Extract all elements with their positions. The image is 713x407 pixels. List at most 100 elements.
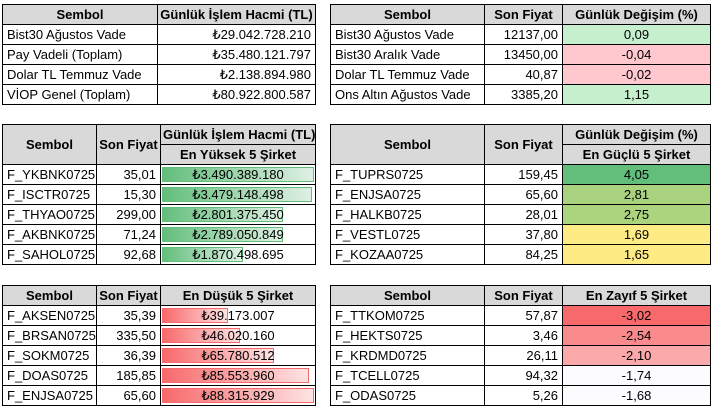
col-header-last-price: Son Fiyat xyxy=(484,124,563,165)
price-cell: 28,01 xyxy=(484,204,563,225)
volume-value: ₺39.173.007 xyxy=(201,308,275,323)
volume-value: ₺88.315.929 xyxy=(201,388,275,403)
symbol-cell: F_VESTL0725 xyxy=(330,224,485,245)
volume-value: ₺85.553.960 xyxy=(201,368,275,383)
symbol-cell: Ons Altın Ağustos Vade xyxy=(330,84,485,105)
price-cell: 26,11 xyxy=(484,345,563,366)
col-header-last-price: Son Fiyat xyxy=(484,285,563,306)
symbol-cell: Bist30 Aralık Vade xyxy=(330,44,485,65)
table-row: F_BRSAN0725 335,50 ₺46.020.160 xyxy=(2,325,316,346)
change-cell: -3,02 xyxy=(562,305,711,326)
volume-data-bar xyxy=(162,388,314,403)
table-row: Pay Vadeli (Toplam) ₺35.480.121.797 xyxy=(2,44,316,65)
symbol-cell: F_AKBNK0725 xyxy=(2,224,97,245)
volume-bar-cell: ₺2.801.375.450 xyxy=(160,204,316,225)
volume-bar-cell: ₺3.479.148.498 xyxy=(160,184,316,205)
symbol-cell: Dolar TL Temmuz Vade xyxy=(2,64,158,85)
symbol-cell: Bist30 Ağustos Vade xyxy=(330,24,485,45)
table-row: F_THYAO0725 299,00 ₺2.801.375.450 xyxy=(2,204,316,225)
change-cell: -1,74 xyxy=(562,365,711,386)
price-cell: 12137,00 xyxy=(484,24,563,45)
price-cell: 13450,00 xyxy=(484,44,563,65)
volume-data-bar xyxy=(162,167,314,182)
price-cell: 37,80 xyxy=(484,224,563,245)
volume-value: ₺65.780.512 xyxy=(201,348,275,363)
symbol-cell: F_HALKB0725 xyxy=(330,204,485,225)
volume-bar-cell: ₺39.173.007 xyxy=(160,305,316,326)
price-cell: 84,25 xyxy=(484,244,563,265)
volume-cell: ₺35.480.121.797 xyxy=(157,44,316,65)
table-row: F_ISCTR0725 15,30 ₺3.479.148.498 xyxy=(2,184,316,205)
change-cell: 1,69 xyxy=(562,224,711,245)
table-row: F_AKBNK0725 71,24 ₺2.789.050.849 xyxy=(2,224,316,245)
symbol-cell: F_THYAO0725 xyxy=(2,204,97,225)
col-header-symbol: Sembol xyxy=(2,4,158,25)
col-header-daily-change: Günlük Değişim (%) xyxy=(562,4,711,25)
col-header-symbol: Sembol xyxy=(330,285,485,306)
price-cell: 57,87 xyxy=(484,305,563,326)
volume-cell: ₺2.138.894.980 xyxy=(157,64,316,85)
table-row: Ons Altın Ağustos Vade 3385,20 1,15 xyxy=(330,84,711,105)
price-cell: 3385,20 xyxy=(484,84,563,105)
table-row: F_SAHOL0725 92,68 ₺1.870.498.695 xyxy=(2,244,316,265)
change-cell: 4,05 xyxy=(562,164,711,185)
symbol-cell: F_KOZAA0725 xyxy=(330,244,485,265)
symbol-cell: F_AKSEN0725 xyxy=(2,305,97,326)
col-header-last-price: Son Fiyat xyxy=(96,124,161,165)
volume-cell: ₺29.042.728.210 xyxy=(157,24,316,45)
change-cell: -0,04 xyxy=(562,44,711,65)
symbol-cell: F_KRDMD0725 xyxy=(330,345,485,366)
volume-value: ₺1.870.498.695 xyxy=(192,247,284,262)
price-cell: 3,46 xyxy=(484,325,563,346)
table-row: F_TUPRS0725 159,45 4,05 xyxy=(330,164,711,185)
symbol-cell: F_ODAS0725 xyxy=(330,385,485,406)
volume-value: ₺46.020.160 xyxy=(201,328,275,343)
volume-value: ₺3.479.148.498 xyxy=(192,187,284,202)
lowest-volume-table: Sembol Son Fiyat En Düşük 5 Şirket F_AKS… xyxy=(2,285,316,406)
price-cell: 185,85 xyxy=(96,365,161,386)
symbol-cell: VİOP Genel (Toplam) xyxy=(2,84,158,105)
symbol-cell: Dolar TL Temmuz Vade xyxy=(330,64,485,85)
volume-data-bar xyxy=(162,247,244,262)
table-row: F_VESTL0725 37,80 1,69 xyxy=(330,224,711,245)
table-row: VİOP Genel (Toplam) ₺80.922.800.587 xyxy=(2,84,316,105)
price-cell: 15,30 xyxy=(96,184,161,205)
price-cell: 35,39 xyxy=(96,305,161,326)
table-row: F_YKBNK0725 35,01 ₺3.490.389.180 xyxy=(2,164,316,185)
change-cell: -0,02 xyxy=(562,64,711,85)
price-cell: 299,00 xyxy=(96,204,161,225)
symbol-cell: F_YKBNK0725 xyxy=(2,164,97,185)
change-cell: 1,15 xyxy=(562,84,711,105)
subheader-strongest-5: En Güçlü 5 Şirket xyxy=(562,144,711,165)
col-header-weakest-5: En Zayıf 5 Şirket xyxy=(562,285,711,306)
symbol-cell: F_TTKOM0725 xyxy=(330,305,485,326)
col-header-symbol: Sembol xyxy=(330,124,485,165)
table-row: F_HEKTS0725 3,46 -2,54 xyxy=(330,325,711,346)
change-cell: 1,65 xyxy=(562,244,711,265)
col-header-symbol: Sembol xyxy=(330,4,485,25)
col-header-daily-change: Günlük Değişim (%) xyxy=(562,124,711,145)
volume-bar-cell: ₺65.780.512 xyxy=(160,345,316,366)
change-cell: 2,81 xyxy=(562,184,711,205)
symbol-cell: F_ENJSA0725 xyxy=(330,184,485,205)
table-row: F_DOAS0725 185,85 ₺85.553.960 xyxy=(2,365,316,386)
table-row: F_HALKB0725 28,01 2,75 xyxy=(330,204,711,225)
volume-value: ₺3.490.389.180 xyxy=(192,167,284,182)
volume-data-bar xyxy=(162,348,274,363)
table-row: Bist30 Ağustos Vade 12137,00 0,09 xyxy=(330,24,711,45)
price-cell: 5,26 xyxy=(484,385,563,406)
volume-data-bar xyxy=(162,368,310,383)
key-contracts-change-table: Sembol Son Fiyat Günlük Değişim (%) Bist… xyxy=(330,4,711,105)
col-header-symbol: Sembol xyxy=(2,285,97,306)
col-header-last-price: Son Fiyat xyxy=(484,4,563,25)
strongest-change-table: Sembol Son Fiyat Günlük Değişim (%) En G… xyxy=(330,124,711,265)
change-cell: -2,10 xyxy=(562,345,711,366)
table-row: F_SOKM0725 36,39 ₺65.780.512 xyxy=(2,345,316,366)
price-cell: 65,60 xyxy=(484,184,563,205)
volume-bar-cell: ₺85.553.960 xyxy=(160,365,316,386)
symbol-cell: F_BRSAN0725 xyxy=(2,325,97,346)
symbol-cell: F_TUPRS0725 xyxy=(330,164,485,185)
symbol-cell: F_SAHOL0725 xyxy=(2,244,97,265)
change-cell: 0,09 xyxy=(562,24,711,45)
table-row: Dolar TL Temmuz Vade 40,87 -0,02 xyxy=(330,64,711,85)
